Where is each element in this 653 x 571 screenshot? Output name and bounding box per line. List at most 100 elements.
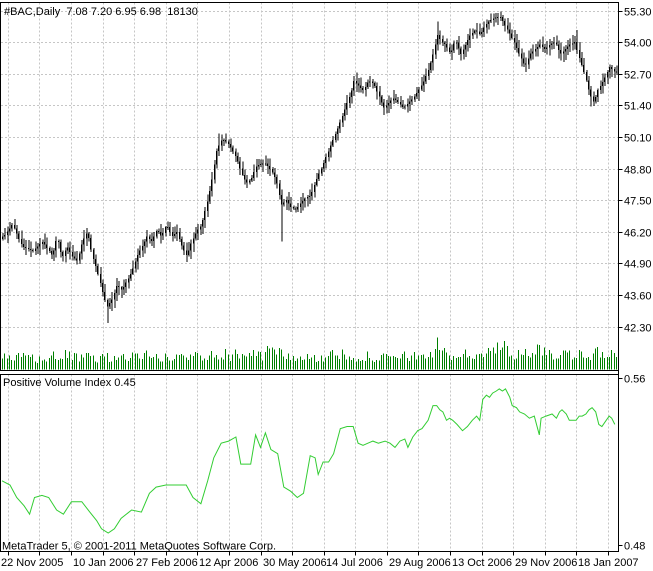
price-bar-body (79, 253, 81, 261)
price-bar-body (86, 233, 88, 239)
volume-bar (374, 362, 375, 370)
date-axis-label: 22 Nov 2005 (1, 557, 63, 569)
volume-bar (146, 350, 147, 370)
volume-bar (204, 358, 205, 370)
price-bar-body (195, 233, 197, 239)
volume-bar (551, 353, 552, 370)
price-bar-body (142, 245, 144, 251)
volume-bar (579, 349, 580, 370)
volume-bar (574, 357, 575, 370)
candlestick-series (2, 11, 618, 323)
price-bar-body (258, 164, 260, 167)
volume-bar (465, 349, 466, 370)
price-bar-body (569, 44, 571, 47)
price-bar-body (123, 286, 125, 290)
volume-bar (165, 353, 166, 370)
price-bar-body (32, 250, 34, 252)
volume-bar (235, 349, 236, 370)
price-bar-body (379, 91, 381, 97)
volume-bar (614, 353, 615, 370)
volume-bar (90, 356, 91, 370)
volume-bar (539, 345, 540, 370)
price-bar-body (116, 285, 118, 293)
price-bar-body (556, 42, 558, 45)
price-axis-label: 52.70 (624, 70, 652, 82)
price-bar-body (362, 87, 364, 91)
pvi-indicator-line (1, 388, 616, 534)
volume-bar (283, 356, 284, 370)
date-axis-label: 13 Oct 2006 (452, 557, 512, 569)
price-bar-body (616, 71, 618, 73)
price-bar-body (4, 235, 6, 237)
price-bar-body (288, 200, 290, 204)
price-bar-body (581, 57, 583, 65)
volume-bar (425, 358, 426, 370)
volume-bar (616, 356, 617, 370)
price-bar-body (609, 66, 611, 73)
volume-bar (497, 342, 498, 370)
price-bar-body (149, 236, 151, 239)
price-bar-body (590, 89, 592, 97)
volume-bar (402, 354, 403, 370)
volume-bar (251, 356, 252, 370)
price-bar-body (267, 163, 269, 166)
volume-bar (325, 357, 326, 370)
price-bar-body (239, 161, 241, 169)
date-axis-label: 18 Jan 2007 (578, 557, 639, 569)
price-bar-body (76, 258, 78, 261)
date-axis-label: 14 Jul 2006 (326, 557, 383, 569)
price-bar-body (216, 150, 218, 165)
price-bar-body (7, 231, 9, 236)
volume-bar (176, 354, 177, 370)
volume-bar (135, 353, 136, 370)
volume-bar (493, 347, 494, 370)
price-bar-body (469, 35, 471, 41)
volume-bar (381, 355, 382, 370)
price-bar-body (265, 163, 267, 165)
volume-bar (509, 356, 510, 370)
price-bar-body (579, 49, 581, 58)
price-axis[interactable]: 55.30 54.00 52.70 51.40 50.10 48.80 47.50 46.20… (618, 2, 652, 553)
price-bar-body (295, 208, 297, 210)
price-bar-body (493, 18, 495, 20)
volume-bar (514, 359, 515, 370)
price-bar-body (260, 163, 262, 165)
indicator-label: Positive Volume Index 0.45 (3, 377, 136, 389)
price-bar-body (279, 183, 281, 196)
volume-bar (451, 359, 452, 370)
time-axis[interactable]: 22 Nov 2005 10 Jan 2006 27 Feb 2006 12 Apr … (0, 551, 639, 570)
volume-bar (272, 347, 273, 370)
volume-bar (228, 354, 229, 370)
price-bar-body (374, 82, 376, 87)
volume-bar (276, 354, 277, 370)
price-bar-body (439, 35, 441, 40)
price-bar-body (321, 168, 323, 174)
copyright-text: MetaTrader 5, © 2001-2011 MetaQuotes Sof… (2, 541, 276, 553)
price-bar-body (323, 162, 325, 169)
volume-bar (51, 355, 52, 370)
price-bar-body (269, 165, 271, 169)
volume-bar (460, 356, 461, 370)
date-axis-label: 29 Nov 2006 (515, 557, 577, 569)
volume-bar (104, 356, 105, 370)
price-bar-body (486, 23, 488, 28)
price-bar-body (272, 168, 274, 173)
price-bar-body (81, 244, 83, 254)
price-bar-body (165, 227, 167, 233)
volume-bar (565, 350, 566, 370)
price-bar-body (325, 157, 327, 163)
price-bar-body (390, 100, 392, 103)
price-bar-body (423, 81, 425, 86)
volume-bar (583, 357, 584, 370)
volume-bar (528, 356, 529, 370)
price-axis-label: 50.10 (624, 133, 652, 145)
price-bar-body (221, 140, 223, 146)
volume-bar (311, 357, 312, 370)
price-bar-body (393, 98, 395, 101)
price-bar-body (30, 249, 32, 251)
volume-bar (62, 359, 63, 370)
volume-bar (207, 359, 208, 370)
price-bar-body (16, 228, 18, 234)
volume-bar (332, 349, 333, 370)
